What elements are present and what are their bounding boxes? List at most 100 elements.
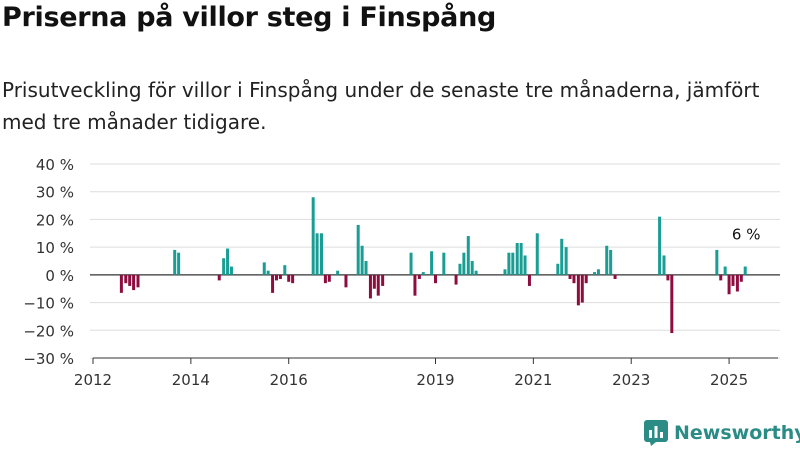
bar	[739, 274, 743, 282]
bar	[274, 274, 278, 281]
newsworthy-brand: Newsworthy	[644, 418, 800, 448]
bar	[283, 265, 287, 275]
bar	[535, 233, 539, 275]
bar	[515, 242, 519, 275]
bar	[315, 233, 319, 275]
chart-subtitle: Prisutveckling för villor i Finspång und…	[2, 78, 760, 134]
gridlines	[90, 163, 780, 359]
bar	[222, 258, 226, 275]
bar	[291, 274, 295, 284]
bar	[503, 269, 507, 275]
bar	[119, 274, 123, 293]
bar	[474, 270, 478, 275]
bar	[430, 251, 434, 275]
bar	[173, 249, 177, 275]
bar	[320, 233, 323, 275]
bar	[287, 274, 291, 282]
bar	[344, 274, 348, 288]
bar	[511, 252, 515, 275]
bar	[715, 249, 719, 275]
bar	[136, 274, 140, 288]
bar	[743, 266, 747, 275]
bar	[381, 274, 385, 286]
y-axis-tick-labels: −30 % −20 % −10 % 0 % 10 % 20 % 30 % 40 %	[23, 156, 74, 368]
bar-chart-logo-icon	[644, 420, 668, 446]
y-tick-label: 0 %	[45, 267, 74, 285]
y-tick-label: 30 %	[36, 184, 74, 202]
bar	[466, 236, 470, 275]
bar	[564, 247, 568, 275]
bar	[580, 274, 584, 303]
bar	[368, 274, 372, 299]
y-tick-label: −10 %	[23, 295, 74, 313]
bar	[376, 274, 380, 296]
bar	[217, 274, 221, 281]
bars	[119, 197, 747, 334]
bar	[523, 255, 527, 275]
bar	[556, 263, 560, 275]
bar	[124, 274, 128, 284]
bar	[372, 274, 376, 289]
x-tick-label: 2012	[74, 371, 112, 389]
bar	[128, 274, 132, 286]
x-axis: 2012 2014 2016 2019 2021 2023 2025	[74, 357, 778, 389]
bar	[458, 263, 462, 275]
y-tick-label: −20 %	[23, 322, 74, 340]
x-tick-label: 2025	[710, 371, 748, 389]
bar	[409, 252, 413, 275]
bar	[434, 274, 437, 284]
bar	[605, 245, 609, 275]
bar	[311, 197, 315, 275]
bar	[507, 252, 511, 275]
bar	[336, 270, 340, 275]
bar	[519, 242, 523, 275]
bar	[132, 274, 136, 291]
bar	[584, 274, 588, 284]
bar	[596, 269, 600, 275]
y-tick-label: 10 %	[36, 239, 74, 257]
x-tick-label: 2016	[270, 371, 308, 389]
bar	[271, 274, 275, 293]
x-tick-label: 2014	[172, 371, 210, 389]
bar	[327, 274, 331, 282]
bar	[613, 274, 617, 280]
bar	[658, 216, 662, 275]
bar	[723, 266, 727, 275]
y-tick-label: 20 %	[36, 211, 74, 229]
bar	[593, 272, 597, 275]
bar	[413, 274, 417, 296]
bar	[262, 262, 266, 275]
bar	[576, 274, 580, 306]
bar	[527, 274, 531, 286]
annotations: 6 %	[732, 226, 761, 244]
x-tick-label: 2023	[612, 371, 650, 389]
bar	[560, 238, 564, 275]
y-tick-label: −30 %	[23, 350, 74, 368]
y-tick-label: 40 %	[36, 156, 74, 174]
bar	[719, 274, 723, 281]
bar	[417, 274, 421, 280]
bar	[731, 274, 735, 286]
bar	[568, 274, 572, 280]
bar	[177, 252, 181, 275]
bar	[666, 274, 670, 281]
bar	[421, 272, 425, 275]
bar	[278, 274, 282, 280]
bar	[662, 255, 666, 275]
bar	[356, 224, 360, 275]
bar	[454, 274, 458, 285]
x-tick-label: 2019	[416, 371, 454, 389]
bar	[229, 266, 233, 275]
bar	[727, 274, 731, 295]
bar	[735, 274, 739, 292]
x-tick-label: 2021	[514, 371, 552, 389]
bar	[572, 274, 576, 284]
bar	[360, 245, 364, 275]
bar	[266, 270, 270, 275]
brand-name: Newsworthy	[674, 422, 800, 444]
page-title: Priserna på villor steg i Finspång	[2, 2, 497, 33]
bar	[442, 252, 446, 275]
latest-value-label: 6 %	[732, 226, 761, 244]
bar	[462, 252, 466, 275]
